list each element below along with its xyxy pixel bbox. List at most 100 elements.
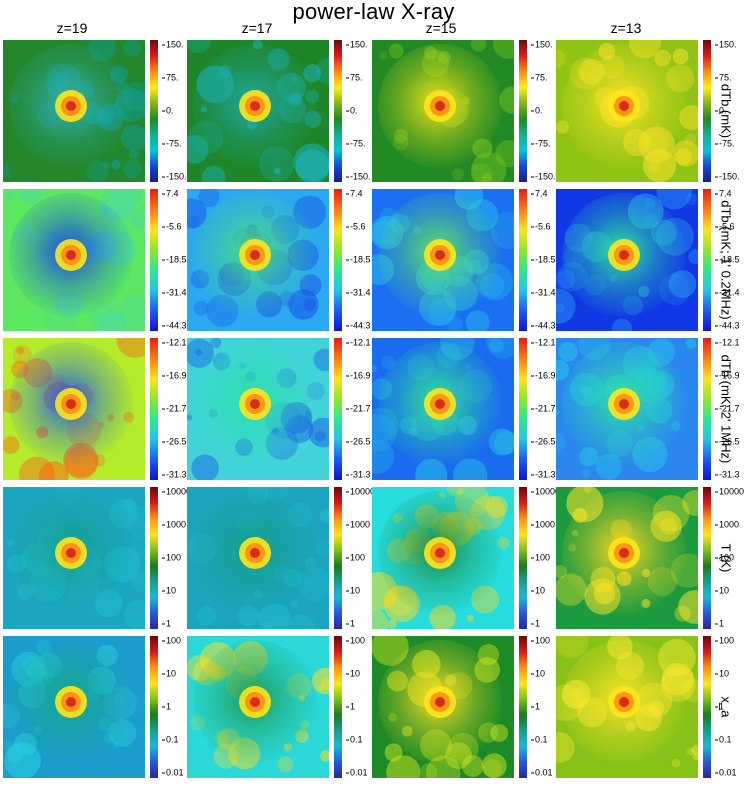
colorbar-tick-label: 75. [162,72,179,83]
colorbar-tick-label: 100 [530,635,551,646]
colorbar-tick-label: 150. [715,39,737,50]
colorbar-tick-label: 1 [345,701,356,712]
row-label: dTb (mK; 2' 1MHz) [706,338,746,480]
colorbar-tick-label: 10 [161,585,177,596]
colorbar-tick-label: -12.1 [346,337,371,348]
colorbar-tick-label: -12.1 [715,337,740,348]
map-panel [187,189,329,331]
colorbar-tick-label: 150. [531,39,553,50]
colorbar-tick-label: -44.3 [162,320,187,331]
colorbar-tick-label: 7.4 [531,188,548,199]
colorbar-tick-label: 0.01 [162,767,184,778]
map-panel [187,338,329,480]
colorbar-tick-label: 100 [714,552,735,563]
map-panel [556,189,698,331]
colorbar-ticks: 7.4 -5.6 -18.5 -31.4 -44.3 [531,188,569,331]
column-header-3: z=15 [425,20,457,36]
colorbar-tick-label: 0. [715,105,727,116]
colorbar-tick-label: 10 [161,668,177,679]
colorbar-tick-label: -44.3 [715,320,740,331]
row-label-text: x_a [718,696,734,718]
colorbar-tick-label: -16.9 [531,370,556,381]
map-panel [3,636,145,778]
row-label-text: T (K) [718,543,734,573]
colorbar-ticks: 150. 75. 0. -75. -150. [715,39,747,182]
map-panel [556,636,698,778]
colorbar-tick-label: 1 [714,618,725,629]
column-header-2: z=17 [241,20,273,36]
colorbar-tick-label: 10000 [530,486,561,497]
colorbar-tick-label: 10000 [714,486,745,497]
colorbar [150,189,158,331]
colorbar [703,189,711,331]
row-label: dTb (mK; 1' 0.2MHz) [706,189,746,331]
colorbar-tick-label: -150. [346,171,371,182]
colorbar [703,636,711,778]
colorbar-tick-label: -26.5 [346,436,371,447]
colorbar [703,487,711,629]
colorbar-tick-label: -18.5 [346,254,371,265]
colorbar-tick-label: 10 [530,668,546,679]
colorbar-tick-label: -31.3 [346,469,371,480]
colorbar-tick-label: 150. [162,39,184,50]
colorbar-tick-label: 100 [161,552,182,563]
colorbar-tick-label: 10 [345,585,361,596]
colorbar-tick-label: -150. [715,171,740,182]
colorbar-tick-label: 0.01 [715,767,737,778]
colorbar-tick-label: 1000 [530,519,556,530]
colorbar-tick-label: 100 [345,635,366,646]
colorbar-tick-label: -18.5 [531,254,556,265]
colorbar-tick-label: 1000 [714,519,740,530]
colorbar-tick-label: 1 [714,701,725,712]
colorbar-tick-label: -31.4 [346,287,371,298]
colorbar-tick-label: 10000 [345,486,376,497]
colorbar-tick-label: 0.01 [531,767,553,778]
colorbar-ticks: 150. 75. 0. -75. -150. [531,39,569,182]
colorbar-tick-label: 10 [345,668,361,679]
colorbar-tick-label: 7.4 [715,188,732,199]
colorbar-tick-label: -31.3 [162,469,187,480]
colorbar-tick-label: -18.5 [162,254,187,265]
colorbar-tick-label: -21.7 [162,403,187,414]
colorbar-tick-label: -44.3 [346,320,371,331]
colorbar-ticks: 10000 1000 100 10 1 [530,486,569,629]
colorbar-ticks: 10000 1000 100 10 1 [714,486,747,629]
map-panel [556,338,698,480]
colorbar-tick-label: -12.1 [162,337,187,348]
colorbar-tick-label: -150. [531,171,556,182]
colorbar-tick-label: -44.3 [531,320,556,331]
colorbar-ticks: 150. 75. 0. -75. -150. [346,40,384,182]
colorbar-tick-label: -5.6 [162,221,182,232]
map-panel [3,40,145,182]
colorbar-tick-label: 0. [346,105,358,116]
colorbar-tick-label: -31.3 [715,469,740,480]
colorbar-tick-label: 10 [714,668,730,679]
map-panel [372,636,514,778]
colorbar-ticks: 150. 75. 0. -75. -150. [162,39,200,182]
colorbar-tick-label: 0.1 [346,734,363,745]
map-panel [3,189,145,331]
colorbar-tick-label: 1000 [345,519,371,530]
map-panel [187,40,329,182]
colorbar-ticks: 100 10 1 0.1 0.01 [714,636,747,778]
colorbar [519,487,527,629]
colorbar [334,189,342,331]
row-label-text: dTb (mK; 2' 1MHz) [718,354,734,464]
row-label: x_a [706,636,746,778]
colorbar-ticks: 7.4 -5.6 -18.5 -31.4 -44.3 [715,188,747,331]
colorbar-tick-label: -16.9 [162,370,187,381]
figure-title: power-law X-ray [292,0,455,24]
colorbar-tick-label: 1000 [161,519,187,530]
colorbar-tick-label: -21.7 [715,403,740,414]
map-panel [187,487,329,629]
colorbar [334,487,342,629]
map-panel [556,487,698,629]
column-header-4: z=13 [610,20,642,36]
colorbar-tick-label: -75. [162,138,182,149]
colorbar-tick-label: -31.3 [531,469,556,480]
colorbar-ticks: 10000 1000 100 10 1 [161,487,200,629]
colorbar [150,338,158,480]
colorbar-tick-label: -31.4 [715,287,740,298]
map-panel [372,338,514,480]
colorbar-tick-label: -16.9 [715,370,740,381]
